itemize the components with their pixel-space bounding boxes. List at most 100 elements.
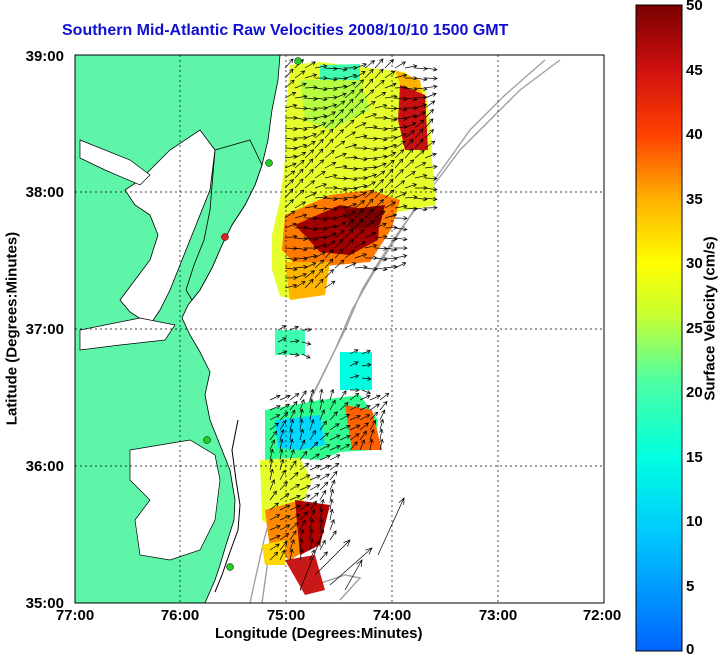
velocity-arrow (319, 481, 329, 491)
velocity-arrow (394, 149, 405, 159)
velocity-arrow (319, 539, 326, 551)
velocity-arrow (404, 138, 414, 149)
velocity-arrow (364, 124, 378, 130)
velocity-arrow (339, 424, 351, 431)
velocity-arrow (329, 530, 337, 541)
velocity-arrow (424, 118, 434, 129)
velocity-arrow (314, 138, 324, 149)
velocity-arrow (299, 511, 308, 521)
velocity-arrow (394, 262, 407, 269)
velocity-arrow (304, 245, 318, 251)
velocity-arrow (289, 428, 294, 441)
velocity-arrow (314, 122, 327, 129)
velocity-arrow (319, 444, 331, 451)
velocity-arrow (304, 141, 316, 149)
velocity-arrow (314, 159, 325, 169)
velocity-arrow (424, 67, 438, 72)
colorbar-tick: 0 (686, 641, 695, 658)
velocity-arrow (339, 444, 351, 451)
colorbar-tick: 25 (686, 320, 703, 337)
velocity-arrow (384, 201, 397, 209)
velocity-arrow (299, 450, 308, 461)
velocity-arrow (279, 438, 284, 451)
velocity-arrow (374, 178, 384, 189)
velocity-arrow (294, 126, 308, 132)
velocity-arrow (354, 63, 368, 69)
velocity-arrow (404, 96, 418, 102)
velocity-arrow (284, 162, 297, 169)
velocity-arrow (329, 547, 373, 586)
velocity-arrow (374, 257, 388, 262)
velocity-arrow (309, 500, 317, 511)
velocity-arrow (414, 66, 428, 71)
velocity-arrow (294, 272, 307, 279)
velocity-arrow (364, 156, 378, 162)
x-tick-label: 74:00 (372, 607, 412, 624)
velocity-arrow (299, 484, 311, 491)
station-marker (294, 57, 302, 65)
velocity-arrow (349, 414, 361, 421)
velocity-arrow (299, 462, 310, 471)
velocity-arrow (374, 188, 384, 199)
velocity-arrow (374, 154, 388, 159)
velocity-arrow (329, 388, 335, 401)
velocity-arrow (349, 349, 359, 355)
velocity-arrow (324, 77, 338, 82)
velocity-arrow (334, 152, 347, 159)
velocity-arrow (294, 189, 305, 199)
velocity-arrow (289, 352, 300, 358)
velocity-arrow (364, 101, 376, 109)
velocity-arrow (294, 82, 307, 89)
velocity-arrow (304, 107, 318, 112)
velocity-arrow (359, 414, 371, 421)
velocity-arrow (404, 195, 418, 200)
velocity-arrow (374, 92, 387, 99)
velocity-arrow (304, 226, 318, 232)
velocity-arrow (354, 122, 367, 129)
barrier-island (214, 419, 241, 593)
velocity-arrow (334, 92, 347, 99)
velocity-arrow (394, 116, 408, 121)
colorbar-tick: 20 (686, 384, 703, 401)
velocity-arrow (354, 208, 364, 219)
velocity-arrow (334, 84, 348, 89)
velocity-arrow (364, 181, 376, 189)
velocity-arrow (384, 225, 398, 230)
x-tick-label: 73:00 (478, 607, 518, 624)
velocity-arrow (324, 258, 334, 269)
velocity-arrow (329, 498, 334, 511)
velocity-arrow (374, 266, 388, 272)
velocity-arrow (349, 374, 360, 379)
velocity-arrows (269, 58, 438, 591)
y-tick-label: 35:00 (25, 595, 64, 612)
velocity-arrow (309, 549, 316, 561)
velocity-arrow (314, 194, 328, 200)
velocity-arrow (304, 180, 316, 189)
velocity-arrow (324, 66, 338, 71)
velocity-arrow (359, 439, 366, 451)
velocity-arrow (334, 118, 344, 129)
velocity-arrow (284, 68, 294, 79)
velocity-arrow (299, 428, 305, 441)
velocity-arrow (334, 238, 344, 249)
velocity-arrow (374, 246, 388, 251)
velocity-arrow (299, 474, 311, 481)
velocity-arrow (349, 387, 360, 393)
velocity-arrow (324, 149, 335, 159)
velocity-arrow (359, 430, 367, 441)
colorbar-tick: 50 (686, 0, 703, 14)
velocity-arrow (329, 488, 335, 501)
velocity-arrow (279, 514, 291, 521)
velocity-arrow (329, 444, 341, 451)
velocity-arrow (384, 247, 398, 252)
grid-lines (75, 55, 604, 603)
velocity-arrow (314, 96, 328, 102)
velocity-arrow (304, 262, 317, 269)
velocity-arrow (414, 77, 428, 82)
velocity-arrow (364, 232, 377, 239)
velocity-arrow (394, 245, 408, 251)
velocity-arrow (284, 178, 294, 189)
velocity-arrow (369, 403, 380, 411)
velocity-arrow (309, 509, 316, 521)
velocity-arrow (339, 414, 351, 421)
